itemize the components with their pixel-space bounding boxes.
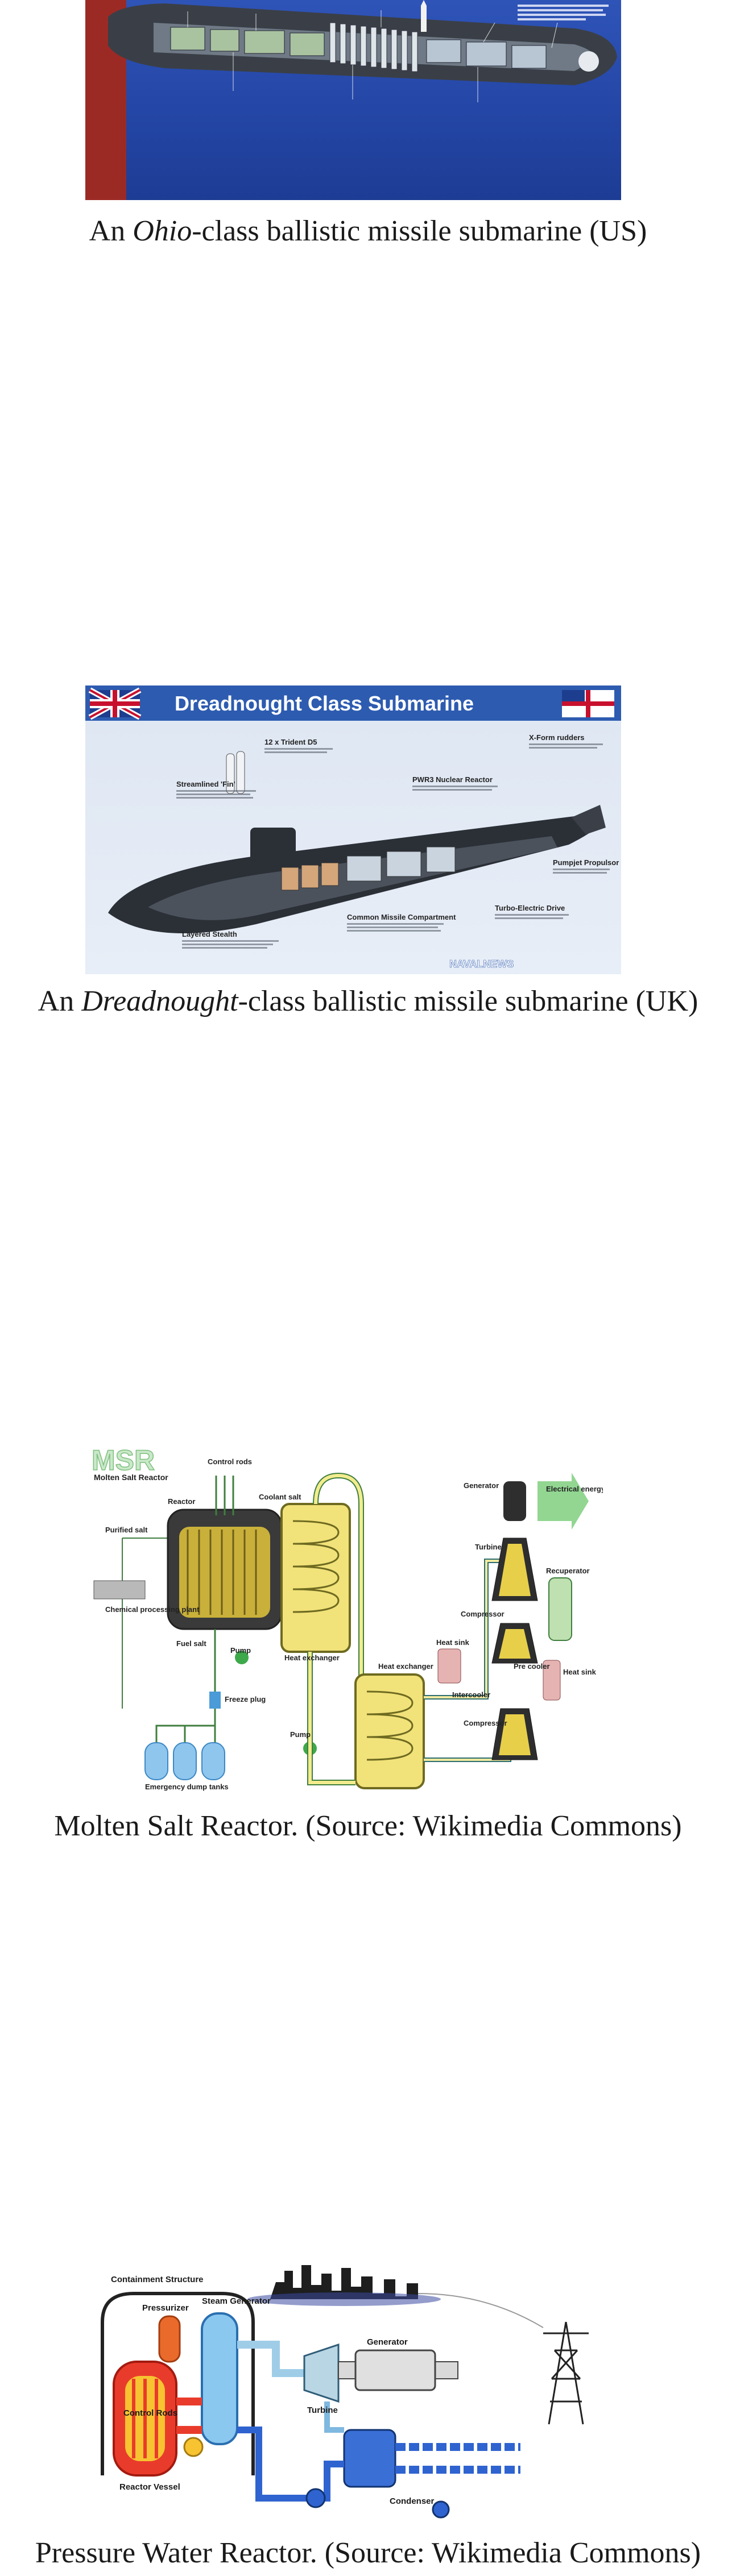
label-pump-2: Pump [290,1730,311,1739]
label-coolant-salt: Coolant salt [259,1493,301,1501]
label-layered-stealth: Layered Stealth [182,930,237,938]
label-pre-cooler: Pre cooler [514,1662,550,1671]
label-control-rods: Control Rods [123,2408,177,2418]
caption-pressurized-water-reactor: Pressure Water Reactor. (Source: Wikimed… [35,2537,701,2569]
label-fuel-salt: Fuel salt [176,1639,206,1648]
caption-dreadnought: An Dreadnought-class ballistic missile s… [0,983,736,1020]
molten-salt-reactor-diagram-image: MSR Molten Salt Reactor [88,1441,603,1795]
label-x-form-rudders: X-Form rudders [529,733,585,742]
label-emergency-dump-tanks: Emergency dump tanks [145,1783,229,1791]
label-generator: Generator [464,1481,499,1490]
label-reactor: Reactor [168,1497,195,1506]
caption-molten-salt-reactor: Molten Salt Reactor. (Source: Wikimedia … [54,1810,682,1842]
label-common-missile-compartment: Common Missile Compartment [347,913,456,921]
label-generator: Generator [367,2337,408,2347]
label-control-rods: Control rods [208,1457,252,1466]
label-compressor-1: Compressor [461,1610,505,1618]
label-heat-exchanger-1: Heat exchanger [284,1653,340,1662]
union-flag-icon [88,687,142,720]
label-condenser: Condenser [390,2496,435,2506]
label-reactor-vessel: Reactor Vessel [119,2482,180,2492]
msr-logo-subtitle: Molten Salt Reactor [94,1473,168,1482]
label-pressurizer: Pressurizer [142,2303,189,2313]
label-streamlined-fin: Streamlined 'Fin' [176,780,235,788]
pressurized-water-reactor-diagram-image: Containment Structure Pressurizer Steam … [88,2259,603,2531]
label-electrical-energy: Electrical energy [546,1485,603,1493]
label-containment-structure: Containment Structure [111,2275,204,2284]
ohio-submarine-cutaway-image [85,0,621,200]
label-freeze-plug: Freeze plug [225,1695,266,1704]
caption-ohio-class-name: Ohio [133,215,192,247]
label-purified-salt: Purified salt [105,1526,148,1534]
label-steam-generator: Steam Generator [202,2296,271,2306]
msr-logo: MSR [92,1444,155,1476]
label-pumpjet: Pumpjet Propulsor [553,858,619,867]
caption-dreadnought-class-name: Dreadnought [81,985,238,1017]
label-heat-sink-1: Heat sink [436,1638,470,1647]
label-intercooler: Intercooler [452,1690,490,1699]
label-turbo-electric-drive: Turbo-Electric Drive [495,904,565,912]
label-turbine: Turbine [307,2405,338,2415]
label-pump-1: Pump [230,1646,251,1655]
label-chemical-processing-plant: Chemical processing plant [105,1605,200,1614]
label-recuperator: Recuperator [546,1567,590,1575]
label-compressor-2: Compressor [464,1719,507,1727]
label-turbine: Turbine [475,1543,502,1551]
label-heat-exchanger-2: Heat exchanger [378,1662,433,1671]
caption-dreadnought-prefix: An [38,985,82,1017]
caption-ohio-prefix: An [89,215,133,247]
white-ensign-icon [562,690,614,717]
dreadnought-submarine-infographic-image: Dreadnought Class Submarine [85,685,621,974]
caption-ohio: An Ohio-class ballistic missile submarin… [0,213,736,250]
naval-news-logo: NAVALNEWS [449,958,514,970]
caption-dreadnought-suffix: -class ballistic missile submarine (UK) [238,985,698,1017]
label-pwr3-reactor: PWR3 Nuclear Reactor [412,775,493,784]
label-trident: 12 x Trident D5 [264,738,317,746]
caption-ohio-suffix: -class ballistic missile submarine (US) [192,215,647,247]
label-heat-sink-2: Heat sink [563,1668,597,1676]
infographic-title: Dreadnought Class Submarine [175,692,474,715]
